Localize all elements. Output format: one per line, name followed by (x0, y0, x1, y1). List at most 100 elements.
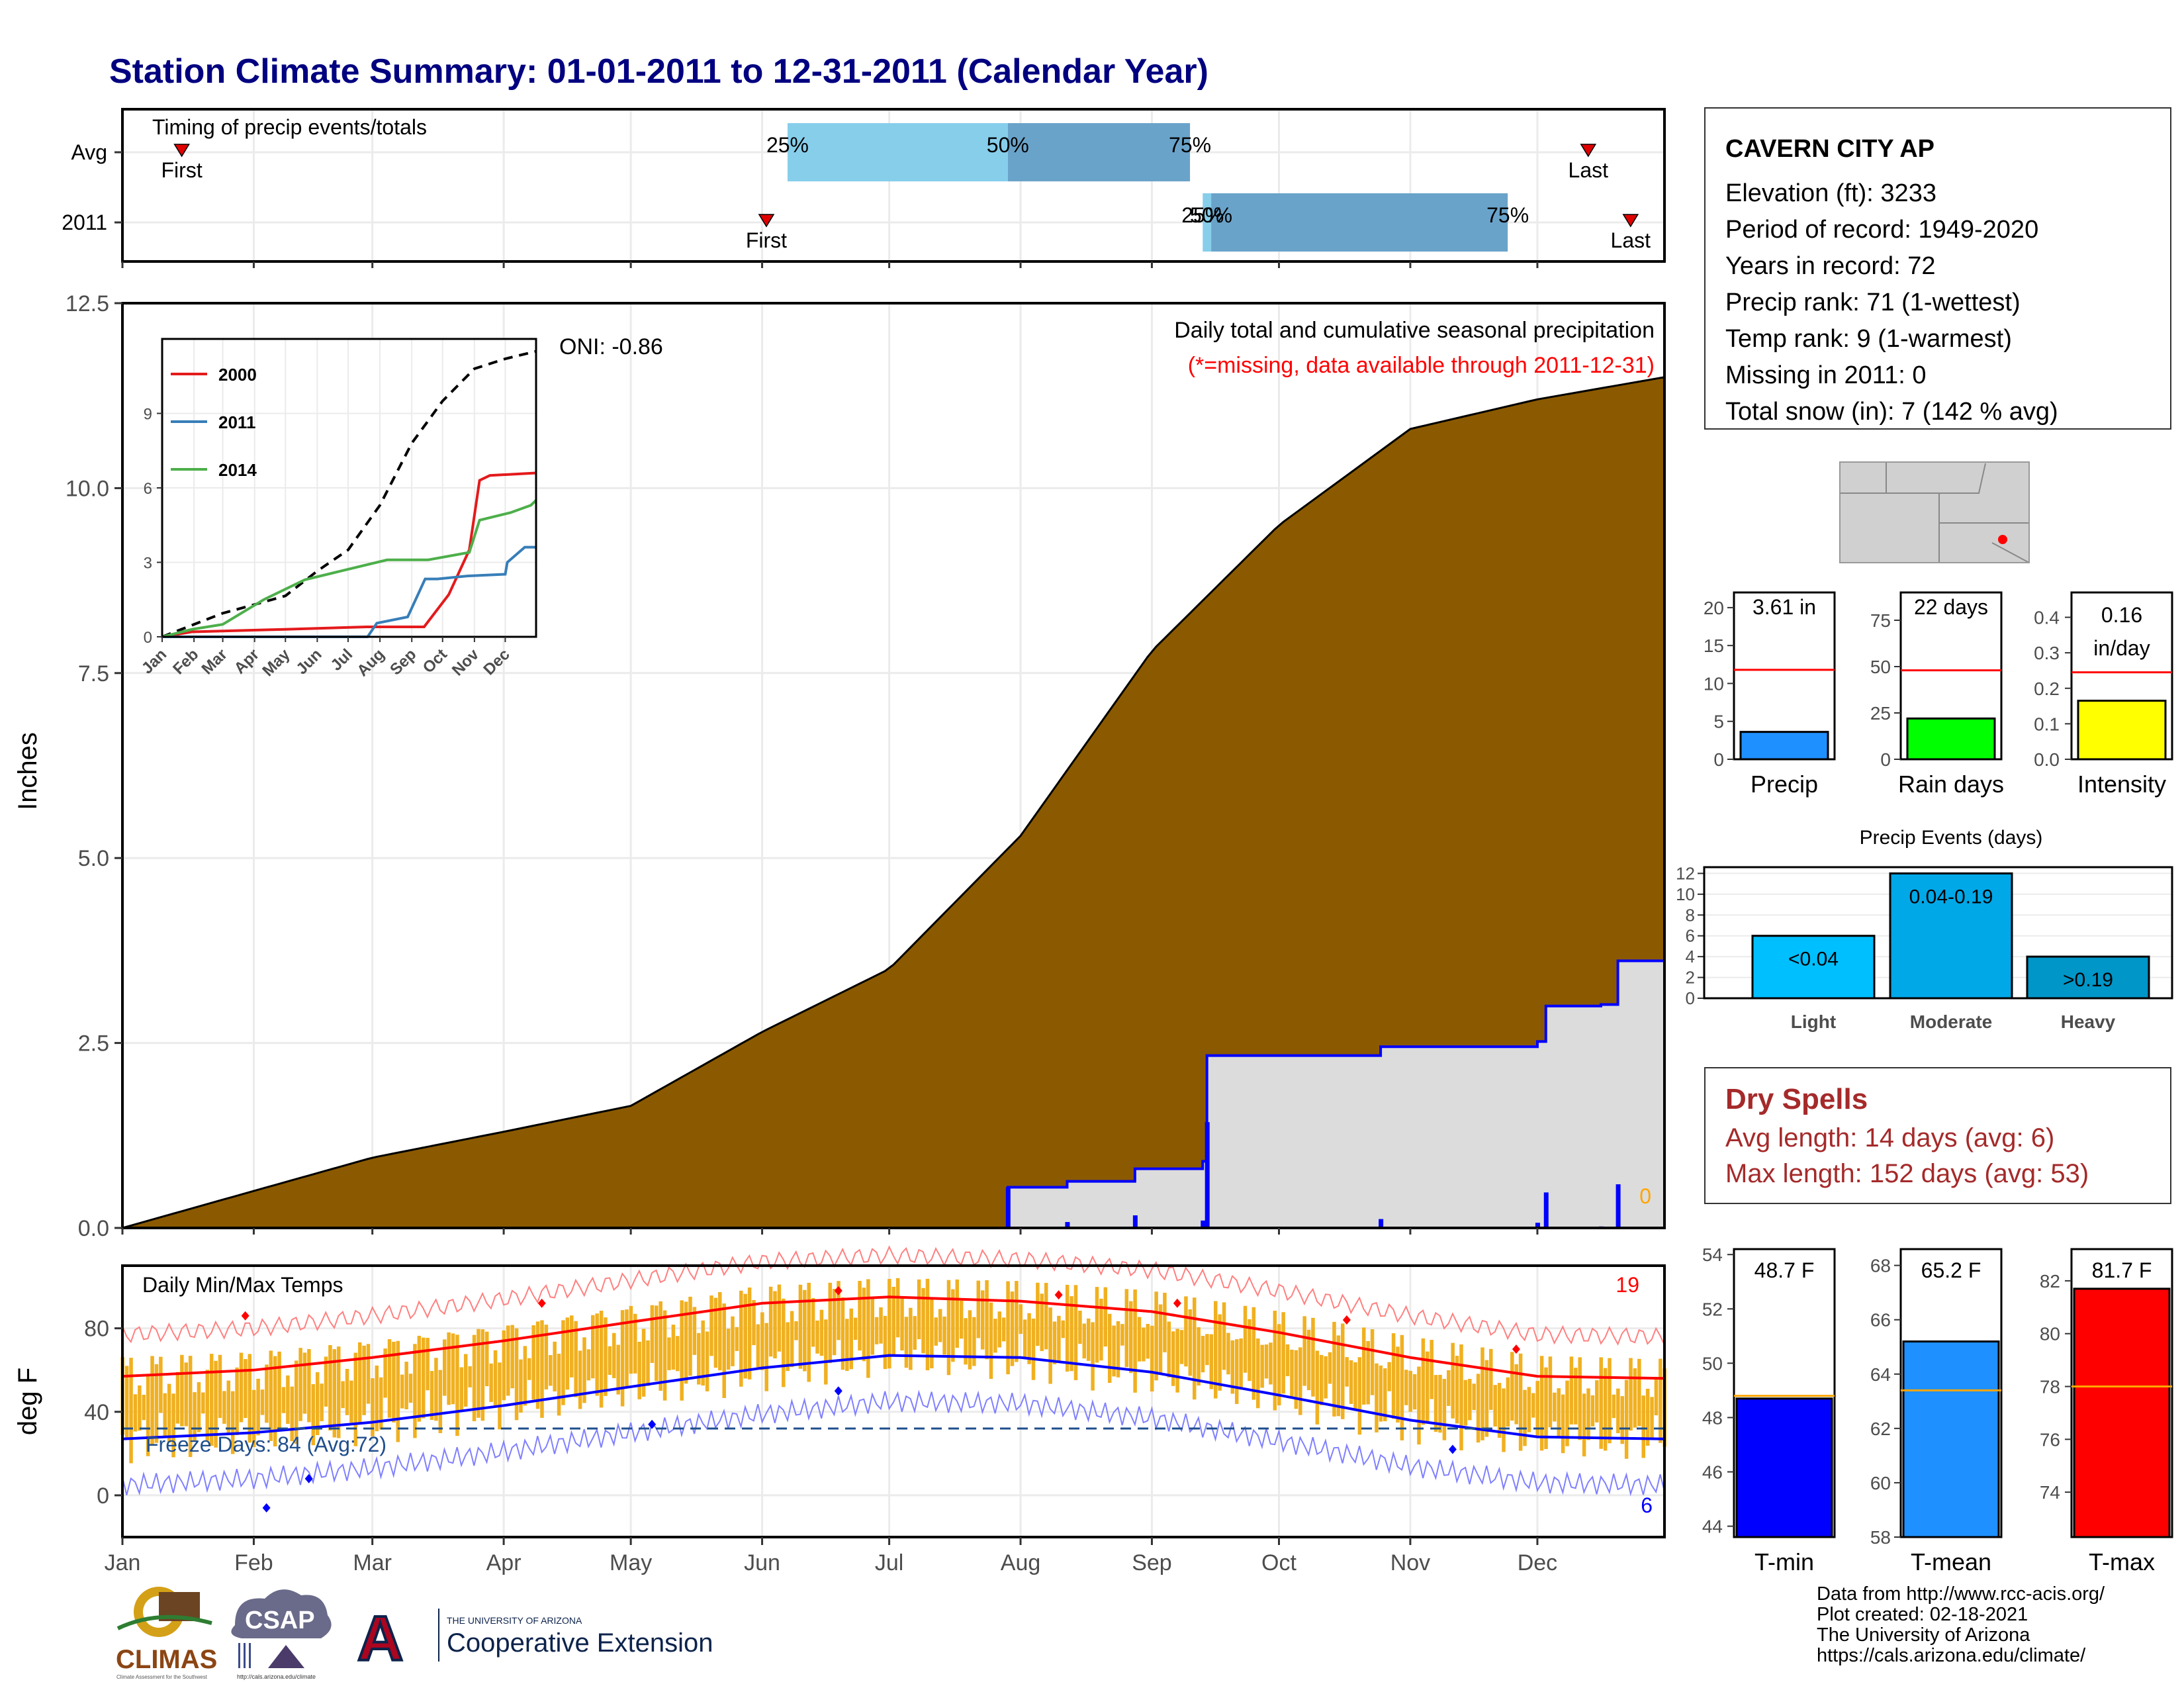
inset-series-2 (162, 545, 536, 638)
ua-letter: A (357, 1603, 403, 1674)
daily-temp-bar (1493, 1385, 1497, 1427)
daily-temp-bar (447, 1332, 451, 1405)
summary-temp-value-1: 65.2 F (1921, 1258, 1981, 1282)
daily-temp-bar (298, 1348, 302, 1421)
summary-temp-value-2: 81.7 F (2092, 1258, 2152, 1282)
daily-temp-bar (1019, 1304, 1023, 1335)
daily-temp-bar (917, 1279, 921, 1340)
daily-temp-bar (1612, 1394, 1616, 1419)
timing-2011-p75-label: 75% (1486, 203, 1529, 227)
daily-temp-bar (1010, 1291, 1015, 1366)
daily-temp-bar (930, 1299, 934, 1369)
daily-temp-bar (578, 1350, 582, 1409)
daily-temp-bar (417, 1335, 422, 1422)
daily-temp-bar (205, 1370, 210, 1441)
daily-temp-bar (773, 1291, 777, 1359)
daily-temp-bar (519, 1359, 523, 1413)
daily-temp-bar (921, 1288, 925, 1354)
daily-temp-bar (1285, 1344, 1290, 1376)
daily-temp-bar (1451, 1342, 1455, 1419)
csap-text: CSAP (245, 1607, 315, 1634)
daily-temp-bar (1192, 1297, 1197, 1400)
daily-temp-bar (1654, 1380, 1659, 1416)
daily-temp-bar (1514, 1364, 1518, 1425)
daily-temp-bar (1404, 1370, 1408, 1405)
daily-temp-bar (1442, 1379, 1447, 1440)
daily-temp-bar (146, 1374, 150, 1456)
daily-temp-bar (1103, 1287, 1108, 1347)
daily-temp-bar (747, 1288, 752, 1380)
cumulative-2011-fill (122, 961, 1664, 1228)
csap-logo: CSAP http://cals.arizona.edu/climate (231, 1589, 332, 1680)
daily-temp-bar (451, 1333, 455, 1405)
daily-temp-bar (997, 1311, 1002, 1348)
summary-precip-value-2b: in/day (2093, 636, 2150, 660)
summary-temp-ytick-label: 52 (1702, 1299, 1723, 1319)
daily-temp-bar (1213, 1301, 1218, 1399)
summary-temp-ytick-label: 60 (1870, 1473, 1891, 1493)
daily-temp-bar (1116, 1321, 1120, 1378)
station-snow: Total snow (in): 7 (142 % avg) (1725, 398, 2058, 426)
daily-precip-bar (1535, 1223, 1540, 1228)
daily-temp-bar (832, 1288, 837, 1356)
summary-precip-bar-1 (1906, 717, 1996, 761)
summary-precip-ytick-label: 0.3 (2034, 643, 2060, 663)
daily-temp-bar (895, 1278, 900, 1338)
inset-series-0 (161, 350, 537, 638)
inset-legend-label-1: 2011 (218, 412, 255, 432)
record-low-marker-3 (834, 1386, 842, 1396)
daily-temp-bar (159, 1356, 163, 1413)
daily-temp-bar (798, 1284, 803, 1369)
daily-temp-bar (269, 1350, 273, 1441)
daily-temp-bar (226, 1380, 231, 1434)
daily-temp-bar (180, 1354, 184, 1427)
map-borders (1840, 462, 2030, 563)
daily-temp-bar (345, 1368, 349, 1415)
daily-temp-bar (260, 1389, 265, 1415)
daily-temp-bar (870, 1296, 874, 1355)
summary-precip-ytick-label: 25 (1870, 703, 1891, 724)
daily-temp-bar (972, 1317, 976, 1366)
daily-temp-bar (934, 1317, 938, 1346)
daily-temp-bar (218, 1354, 222, 1419)
daily-temp-bar (925, 1278, 930, 1371)
daily-temp-bar (807, 1282, 811, 1382)
daily-temp-bar (1184, 1296, 1188, 1367)
daily-temp-bar (1218, 1314, 1222, 1391)
record-high-marker-3 (1054, 1290, 1063, 1300)
events-frame (1703, 866, 2173, 1000)
daily-temp-bar (900, 1297, 904, 1351)
daily-temp-bar (307, 1348, 311, 1423)
inset-ytick-label: 9 (144, 406, 152, 424)
summary-temp-ytick-label: 68 (1870, 1256, 1891, 1276)
record-high-line (122, 1245, 1665, 1346)
events-category-0: Light (1791, 1011, 1836, 1032)
daily-temp-bar (1531, 1393, 1535, 1418)
daily-temp-bar (968, 1310, 972, 1370)
daily-temp-bar (1133, 1289, 1137, 1393)
daily-temp-bar (955, 1279, 960, 1348)
temp-ytick-label: 0 (97, 1483, 109, 1509)
summary-temp-ytick-label: 58 (1870, 1527, 1891, 1548)
timing-2011-last-label: Last (1611, 228, 1651, 252)
summary-precip-xlabel-0: Precip (1751, 771, 1818, 798)
summary-precip-bar-2 (2077, 700, 2167, 761)
summary-temp-ytick-label: 62 (1870, 1419, 1891, 1439)
daily-temp-bar (1298, 1347, 1302, 1415)
daily-temp-bar (595, 1313, 599, 1396)
daily-temp-bar (357, 1342, 362, 1423)
daily-temp-bar (1044, 1282, 1048, 1350)
daily-temp-bar (1078, 1310, 1082, 1344)
events-ytick-label: 8 (1686, 905, 1695, 925)
daily-temp-bar (1171, 1331, 1175, 1386)
daily-temp-bar (256, 1378, 260, 1436)
daily-temp-bar (637, 1341, 641, 1399)
daily-temp-bar (1557, 1388, 1561, 1438)
daily-temp-bar (557, 1354, 561, 1416)
daily-temp-bar (874, 1317, 879, 1344)
daily-temp-bar (1209, 1334, 1214, 1389)
daily-temp-bar (502, 1330, 506, 1401)
daily-precip-bar (1205, 1122, 1210, 1228)
dry-spells-max: Max length: 152 days (avg: 53) (1725, 1159, 2089, 1188)
